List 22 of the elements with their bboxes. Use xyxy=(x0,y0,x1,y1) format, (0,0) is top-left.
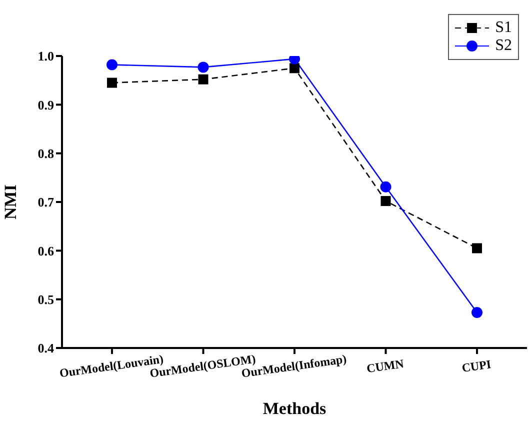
legend-label: S2 xyxy=(495,37,512,55)
point xyxy=(107,78,117,88)
y-tick-label: 0.8 xyxy=(38,146,54,161)
y-tick-label: 1.0 xyxy=(38,48,54,64)
x-tick-label: CUPI xyxy=(460,357,492,376)
point xyxy=(380,196,391,206)
y-tick-label: 0.9 xyxy=(38,97,54,112)
y-tick-label: 0.5 xyxy=(38,292,54,307)
point xyxy=(290,63,300,74)
point xyxy=(472,243,482,254)
y-axis-title: NMI xyxy=(1,184,20,220)
y-tick-label: 0.6 xyxy=(38,243,54,258)
legend-label: S1 xyxy=(495,19,512,37)
x-axis-title: Methods xyxy=(262,399,327,418)
point xyxy=(380,181,392,192)
x-tick-label: CUMN xyxy=(366,356,405,376)
y-tick-label: 0.4 xyxy=(38,340,54,356)
y-tick-label: 0.7 xyxy=(38,194,54,210)
point xyxy=(472,306,482,318)
point xyxy=(198,74,208,84)
point xyxy=(198,62,209,73)
point xyxy=(106,59,118,70)
